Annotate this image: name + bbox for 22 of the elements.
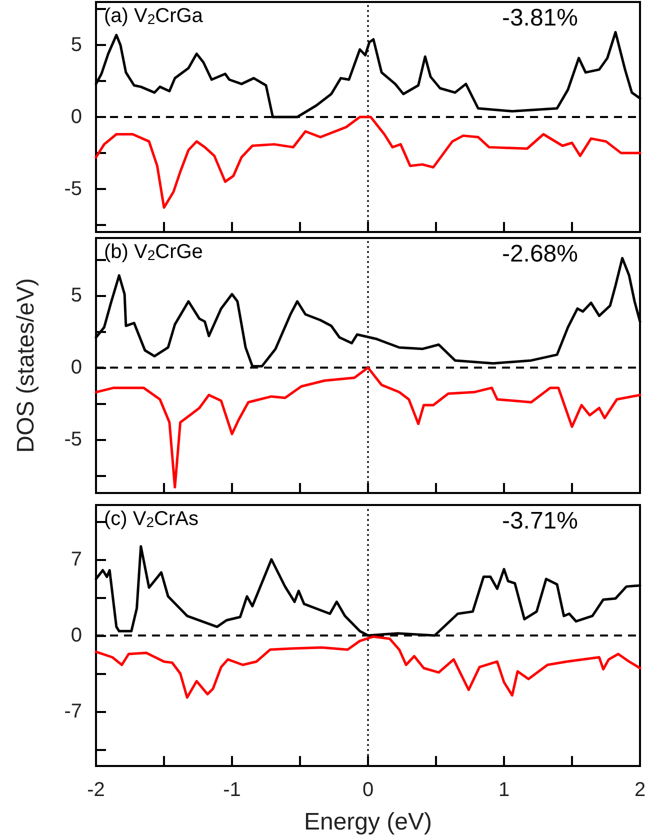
annotation: -2.68% [502, 240, 578, 268]
y-axis-title: DOS (states/eV) [12, 278, 40, 453]
y-tick-label: 0 [70, 624, 82, 646]
y-tick-label: 5 [70, 34, 82, 56]
x-tick-label: 0 [362, 779, 374, 801]
y-tick-label: 0 [70, 106, 82, 128]
x-tick-label: 1 [498, 779, 510, 801]
x-axis-title: Energy (eV) [304, 808, 432, 836]
annotation: -3.71% [502, 508, 578, 534]
annotation: -3.81% [502, 4, 578, 32]
annotation: (b) V2CrGe [104, 241, 203, 263]
annotation: (a) V2CrGa [104, 5, 204, 27]
x-tick-label: -2 [87, 779, 105, 801]
x-tick-label: 2 [634, 779, 646, 801]
y-tick-label: -5 [64, 428, 82, 451]
y-tick-label: 5 [70, 284, 82, 307]
y-tick-label: -7 [64, 700, 82, 723]
x-tick-label: -1 [223, 779, 241, 801]
y-tick-label: 0 [70, 356, 82, 379]
y-tick-label: 7 [70, 548, 82, 570]
y-tick-label: -5 [64, 178, 82, 200]
annotation: (c) V2CrAs [104, 508, 198, 530]
